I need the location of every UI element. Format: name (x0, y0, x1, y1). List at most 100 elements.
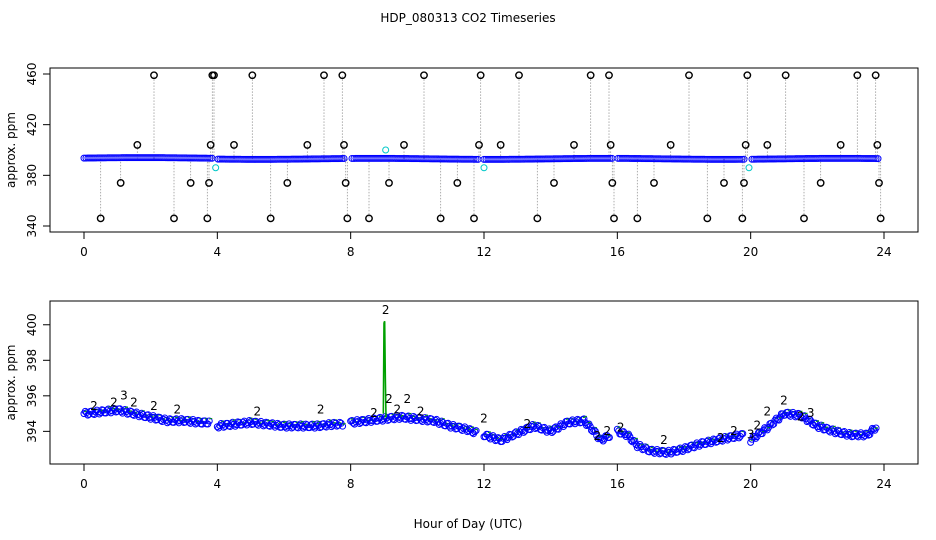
top-panel: 0 4 8 12 16 20 24 340 380 420 460 approx. ppm (4, 63, 919, 259)
data-point (472, 155, 480, 163)
data-point (283, 179, 292, 187)
data-point (738, 214, 747, 223)
data-point (610, 214, 618, 223)
data-point (605, 433, 613, 441)
data-point (206, 154, 214, 162)
data-line (650, 446, 654, 449)
data-point (804, 417, 812, 425)
data-label: 2 (594, 429, 602, 443)
data-label: 3 (120, 388, 128, 402)
data-label: 2 (780, 394, 788, 408)
data-line (112, 407, 116, 410)
data-label: 2 (90, 399, 98, 413)
data-point (842, 430, 850, 438)
data-label: 2 (404, 392, 412, 406)
data-label: 2 (370, 406, 378, 420)
data-line (854, 430, 858, 433)
x-tick-label: 8 (347, 245, 355, 259)
data-point (320, 71, 328, 80)
data-point (751, 433, 759, 441)
data-point (385, 179, 393, 187)
data-label: 3 (807, 406, 815, 420)
data-label: 2 (754, 419, 762, 433)
data-line (300, 420, 304, 423)
data-point (635, 442, 643, 450)
data-point (650, 179, 658, 187)
data-line (634, 437, 638, 440)
data-point (400, 141, 408, 149)
y-tick-label: 420 (25, 113, 39, 136)
data-point (382, 146, 390, 154)
y-tick-label: 340 (25, 215, 39, 238)
data-label: 2 (394, 403, 402, 417)
data-label: 2 (382, 303, 390, 317)
data-line (271, 420, 275, 423)
data-label: 3 (747, 427, 755, 441)
data-point (515, 71, 523, 80)
x-tick-label: 12 (476, 477, 491, 491)
data-label: 2 (480, 411, 488, 425)
data-line (804, 412, 808, 415)
data-line (428, 417, 433, 420)
data-point (533, 214, 542, 223)
data-point (339, 422, 347, 430)
data-point (324, 420, 332, 428)
data-line (487, 431, 491, 434)
data-line (412, 415, 416, 418)
data-label: 2 (604, 424, 612, 438)
data-point (870, 155, 878, 163)
data-point (133, 141, 142, 149)
data-point (453, 179, 462, 187)
data-point (230, 141, 238, 149)
data-point (436, 214, 445, 223)
data-point (266, 214, 275, 223)
data-point (740, 155, 748, 163)
y-axis-label: approx. ppm (4, 345, 18, 421)
data-point (666, 141, 675, 149)
data-point (856, 431, 864, 439)
data-point (96, 214, 105, 223)
data-label: 2 (150, 399, 158, 413)
data-line (332, 422, 336, 424)
data-line (597, 435, 602, 438)
data-line (267, 419, 271, 422)
data-point (741, 141, 750, 149)
figure-title: HDP_080313 CO2 Timeseries (380, 11, 555, 25)
data-point (365, 214, 373, 223)
data-point (558, 421, 566, 429)
data-line (350, 417, 354, 420)
data-point (203, 214, 212, 223)
data-line (767, 426, 771, 429)
data-point (471, 428, 479, 436)
data-point (813, 423, 821, 431)
data-point (745, 164, 753, 172)
data-line (83, 410, 88, 413)
data-line (124, 406, 129, 409)
data-point (116, 179, 125, 187)
data-label: 2 (717, 431, 725, 445)
data-point (150, 71, 158, 80)
data-point (866, 431, 874, 439)
data-line (400, 414, 404, 417)
data-line (824, 426, 829, 429)
plot-area (80, 71, 885, 223)
data-line (287, 422, 291, 425)
data-line (315, 422, 320, 425)
data-point (590, 426, 598, 434)
data-point (499, 434, 507, 442)
data-line (678, 445, 683, 448)
data-point (205, 417, 213, 425)
data-label: 2 (385, 392, 393, 406)
x-tick-label: 4 (214, 245, 222, 259)
data-point (338, 155, 346, 163)
data-point (631, 437, 639, 445)
data-point (763, 141, 772, 149)
x-tick-label: 12 (476, 245, 491, 259)
data-point (284, 422, 292, 430)
data-point (836, 141, 845, 149)
data-line (795, 413, 799, 416)
y-tick-label: 460 (25, 63, 39, 86)
